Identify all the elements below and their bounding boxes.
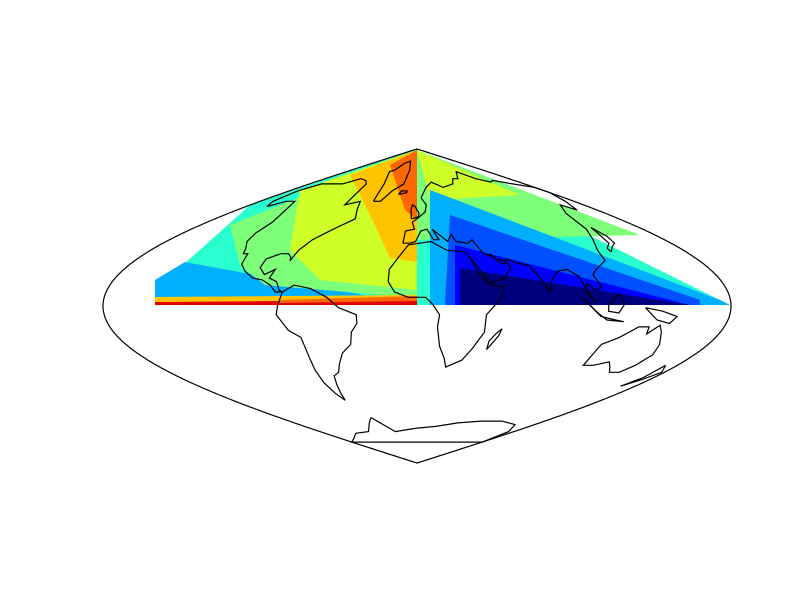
coastline-layer — [241, 160, 679, 443]
coastline — [372, 160, 412, 202]
contour-band — [280, 296, 417, 303]
coastline — [620, 364, 667, 387]
coastline — [486, 328, 503, 350]
coastline — [398, 190, 408, 195]
coastline — [468, 253, 512, 285]
coastline — [350, 417, 517, 443]
coastline — [607, 292, 626, 314]
coastline — [410, 203, 420, 220]
contour-fill-layer — [155, 148, 730, 305]
coastline — [581, 296, 624, 323]
coastline — [241, 178, 367, 293]
coastline — [645, 307, 679, 325]
contour-band — [460, 268, 690, 305]
coastline — [387, 240, 506, 368]
coastline — [590, 226, 616, 253]
coastline — [275, 284, 358, 401]
coastline — [581, 324, 662, 373]
coastline — [402, 170, 606, 303]
map-boundary — [102, 148, 732, 464]
